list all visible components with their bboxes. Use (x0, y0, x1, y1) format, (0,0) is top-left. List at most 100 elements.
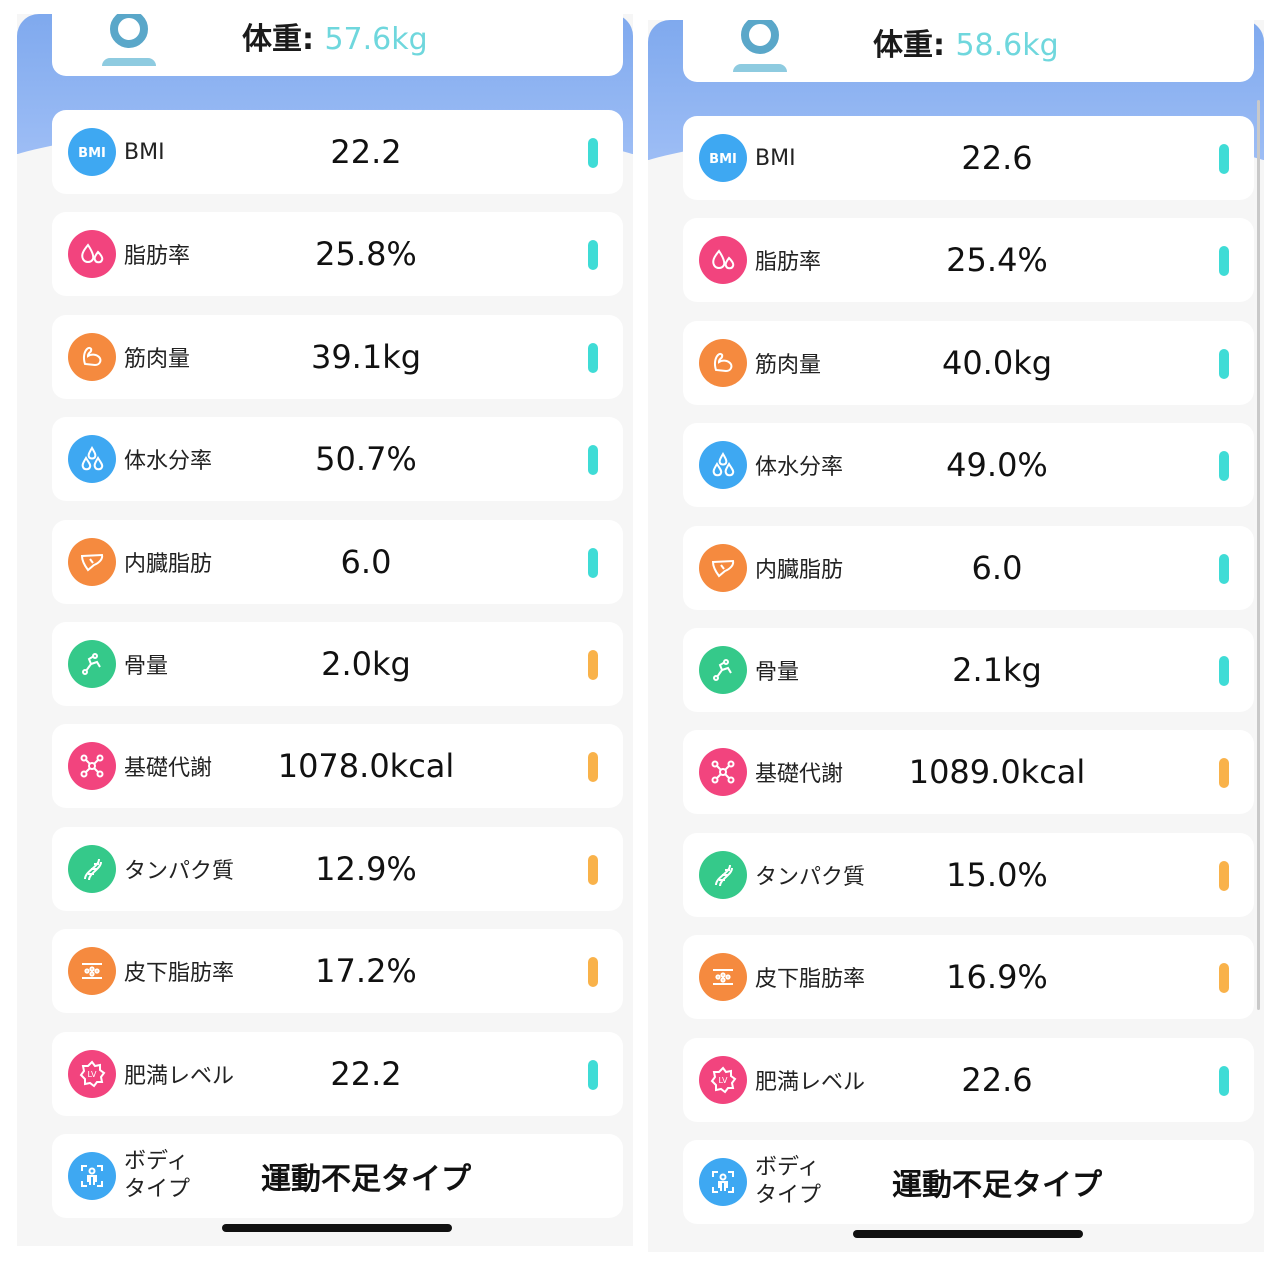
metric-card[interactable]: 筋肉量 39.1kg (52, 315, 623, 399)
bmi-icon: BMI (68, 128, 116, 176)
body-type-label-line2: タイプ (124, 1177, 191, 1202)
status-indicator (588, 957, 598, 987)
metric-label: 肥満レベル (124, 1064, 235, 1089)
metric-value: 12.9% (315, 850, 417, 888)
metric-label: 肥満レベル (755, 1070, 866, 1095)
metric-card[interactable]: LV 肥満レベル 22.2 (52, 1032, 623, 1116)
weight-card[interactable]: 体重: 58.6kg (683, 20, 1254, 82)
body-type-card[interactable]: ボディタイプ 運動不足タイプ (52, 1134, 623, 1218)
bone-icon (68, 640, 116, 688)
avatar-base (733, 64, 787, 72)
left-screen: 体重: 57.6kg BMI BMI 22.2 脂肪率 25.8% 筋肉量 39.1kg 体水… (17, 14, 633, 1246)
status-indicator (1219, 246, 1229, 276)
metric-card[interactable]: 脂肪率 25.8% (52, 212, 623, 296)
svg-text:LV: LV (718, 1076, 728, 1085)
metric-card[interactable]: BMI BMI 22.6 (683, 116, 1254, 200)
metric-value: 2.1kg (952, 651, 1042, 689)
metric-card[interactable]: 骨量 2.1kg (683, 628, 1254, 712)
status-indicator (588, 1060, 598, 1090)
metric-value: 16.9% (946, 958, 1048, 996)
metric-card[interactable]: 皮下脂肪率 17.2% (52, 929, 623, 1013)
body-type-label-line1: ボディ (755, 1155, 820, 1180)
metric-value: 22.6 (961, 1061, 1033, 1099)
metric-value: 39.1kg (310, 338, 422, 376)
body-type-icon (68, 1152, 116, 1200)
metric-value: 25.8% (315, 235, 417, 273)
status-indicator (588, 855, 598, 885)
svg-text:BMI: BMI (709, 152, 737, 167)
home-indicator[interactable] (853, 1230, 1083, 1238)
svg-text:BMI: BMI (78, 146, 106, 161)
metric-card[interactable]: 基礎代謝 1089.0kcal (683, 730, 1254, 814)
home-indicator[interactable] (222, 1224, 452, 1232)
metric-value: 6.0 (971, 549, 1023, 587)
metric-card[interactable]: 筋肉量 40.0kg (683, 321, 1254, 405)
metric-card[interactable]: 皮下脂肪率 16.9% (683, 935, 1254, 1019)
metric-label: 筋肉量 (124, 347, 191, 372)
metric-label: 脂肪率 (755, 250, 822, 275)
metric-card[interactable]: 骨量 2.0kg (52, 622, 623, 706)
metric-value: 2.0kg (321, 645, 411, 683)
metric-card[interactable]: 体水分率 50.7% (52, 417, 623, 501)
body-type-label-line2: タイプ (755, 1183, 822, 1208)
metric-label: 骨量 (124, 654, 169, 679)
metabolism-molecule-icon (68, 742, 116, 790)
metric-label: 筋肉量 (755, 353, 822, 378)
water-drops-icon (699, 441, 747, 489)
user-avatar-icon[interactable] (741, 20, 779, 54)
metric-value: 1078.0kcal (277, 747, 455, 785)
weight-card[interactable]: 体重: 57.6kg (52, 14, 623, 76)
body-type-label: ボディ タイプ (124, 1134, 190, 1218)
metric-value: 1089.0kcal (908, 753, 1086, 791)
metric-card[interactable]: タンパク質 12.9% (52, 827, 623, 911)
water-drops-icon (68, 435, 116, 483)
fat-drops-icon (68, 230, 116, 278)
body-type-label-line1: ボディ (124, 1149, 189, 1174)
metric-value: 22.2 (330, 1055, 402, 1093)
status-indicator (588, 138, 598, 168)
metric-card[interactable]: 内臓脂肪 6.0 (52, 520, 623, 604)
metric-value: 25.4% (946, 241, 1048, 279)
metric-value: 50.7% (315, 440, 417, 478)
metric-card[interactable]: 体水分率 49.0% (683, 423, 1254, 507)
obesity-level-icon: LV (68, 1050, 116, 1098)
metric-card[interactable]: 内臓脂肪 6.0 (683, 526, 1254, 610)
metric-label: 体水分率 (124, 449, 213, 474)
metric-card[interactable]: タンパク質 15.0% (683, 833, 1254, 917)
metric-label: タンパク質 (755, 865, 866, 890)
svg-text:LV: LV (87, 1070, 97, 1079)
status-indicator (588, 445, 598, 475)
weight-label: 体重: (242, 22, 314, 57)
status-indicator (588, 343, 598, 373)
status-indicator (1219, 144, 1229, 174)
metabolism-molecule-icon (699, 748, 747, 796)
status-indicator (1219, 963, 1229, 993)
liver-icon (68, 538, 116, 586)
status-indicator (588, 240, 598, 270)
metric-card[interactable]: BMI BMI 22.2 (52, 110, 623, 194)
subcutaneous-fat-icon (68, 947, 116, 995)
metric-label: 基礎代謝 (124, 756, 213, 781)
metric-value: 40.0kg (941, 344, 1053, 382)
metric-card[interactable]: 基礎代謝 1078.0kcal (52, 724, 623, 808)
fat-drops-icon (699, 236, 747, 284)
protein-dna-icon (68, 845, 116, 893)
right-screen: 体重: 58.6kg BMI BMI 22.6 脂肪率 25.4% 筋肉量 40.0kg 体水… (648, 20, 1264, 1252)
scrollbar[interactable] (1257, 100, 1260, 1010)
metric-value: 6.0 (340, 543, 392, 581)
protein-dna-icon (699, 851, 747, 899)
metric-label: タンパク質 (124, 859, 235, 884)
body-type-value: 運動不足タイプ (261, 1162, 471, 1197)
status-indicator (1219, 758, 1229, 788)
metric-card[interactable]: LV 肥満レベル 22.6 (683, 1038, 1254, 1122)
bmi-icon: BMI (699, 134, 747, 182)
body-type-card[interactable]: ボディ タイプ 運動不足タイプ (683, 1140, 1254, 1224)
metric-value: 15.0% (946, 856, 1048, 894)
metric-card[interactable]: 脂肪率 25.4% (683, 218, 1254, 302)
body-type-label: ボディ タイプ (755, 1140, 821, 1224)
muscle-arm-icon (699, 339, 747, 387)
weight-readout: 体重: 57.6kg (242, 14, 428, 58)
metric-label: BMI (124, 139, 165, 165)
status-indicator (1219, 349, 1229, 379)
user-avatar-icon[interactable] (110, 14, 148, 48)
